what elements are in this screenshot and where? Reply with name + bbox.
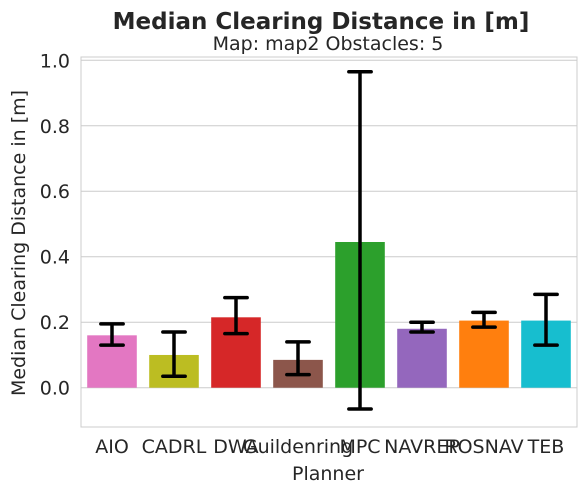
y-tick-label: 0.4: [40, 247, 70, 269]
y-tick-label: 0.0: [40, 378, 70, 400]
y-tick-label: 0.8: [40, 116, 70, 138]
x-tick-label: Guildenring: [243, 436, 353, 458]
x-tick-label: AIO: [95, 436, 129, 458]
x-tick-label: CADRL: [142, 436, 207, 458]
x-tick-label: TEB: [527, 436, 565, 458]
bar: [459, 321, 509, 388]
y-tick-label: 0.2: [40, 312, 70, 334]
x-tick-label: MPC: [339, 436, 380, 458]
chart-title: Median Clearing Distance in [m]: [113, 9, 530, 35]
y-tick-label: 1.0: [40, 50, 70, 72]
chart-subtitle: Map: map2 Obstacles: 5: [213, 33, 444, 55]
y-axis-label: Median Clearing Distance in [m]: [8, 90, 30, 396]
y-tick-label: 0.6: [40, 181, 70, 203]
x-tick-label: ROSNAV: [444, 436, 523, 458]
x-axis-label: Planner: [292, 463, 364, 485]
bars: [87, 242, 571, 388]
y-tick-labels: 0.0 0.2 0.4 0.6 0.8 1.0: [40, 50, 70, 399]
bar: [397, 329, 447, 388]
